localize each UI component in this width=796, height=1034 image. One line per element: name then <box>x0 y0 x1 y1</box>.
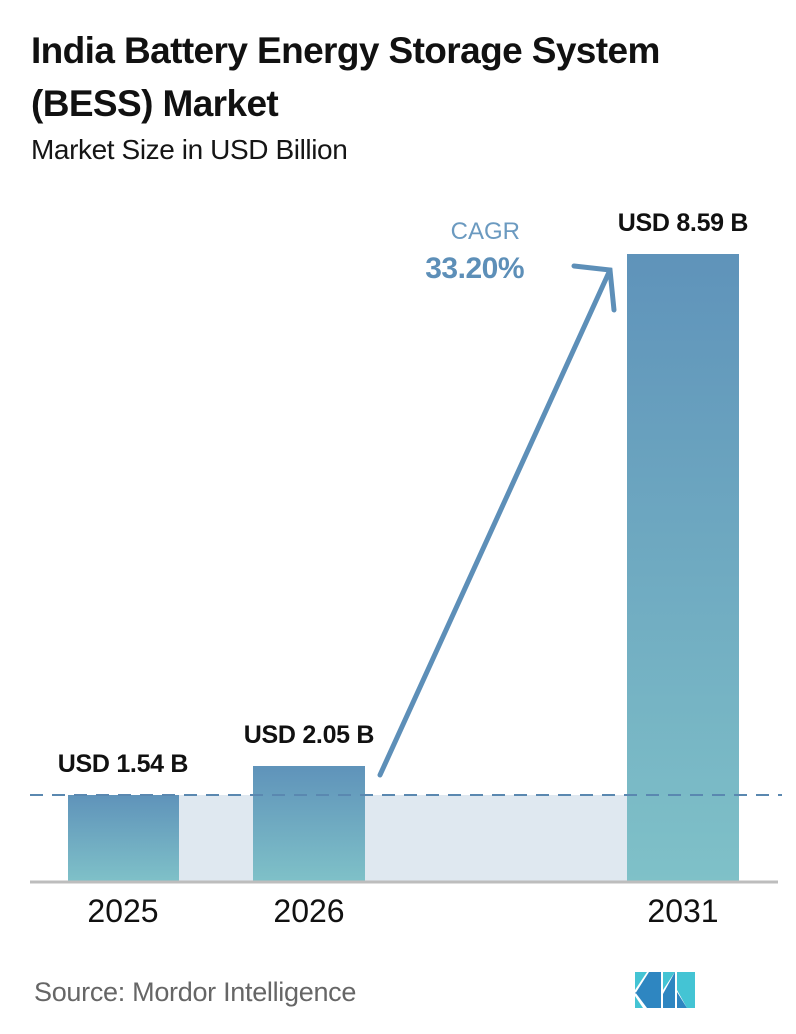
x-label-2025: 2025 <box>87 893 159 929</box>
mordor-intelligence-logo-icon <box>635 972 695 1008</box>
chart-subtitle: Market Size in USD Billion <box>31 134 348 165</box>
bar-label-2026: USD 2.05 B <box>243 721 375 749</box>
baseline-band <box>179 795 627 882</box>
bar-2025 <box>68 795 179 882</box>
cagr-arrow-icon <box>377 263 617 778</box>
bar-label-2031: USD 8.59 B <box>617 209 749 237</box>
chart-title: India Battery Energy Storage System (BES… <box>31 30 660 124</box>
cagr-label: CAGR <box>450 218 520 245</box>
x-label-2031: 2031 <box>647 893 719 929</box>
bar-2031 <box>627 254 739 882</box>
bar-2026 <box>253 766 365 882</box>
cagr-value: 33.20% <box>425 252 524 285</box>
bar-label-2025: USD 1.54 B <box>57 750 189 778</box>
source-text: Source: Mordor Intelligence <box>34 977 357 1007</box>
x-label-2026: 2026 <box>273 893 345 929</box>
